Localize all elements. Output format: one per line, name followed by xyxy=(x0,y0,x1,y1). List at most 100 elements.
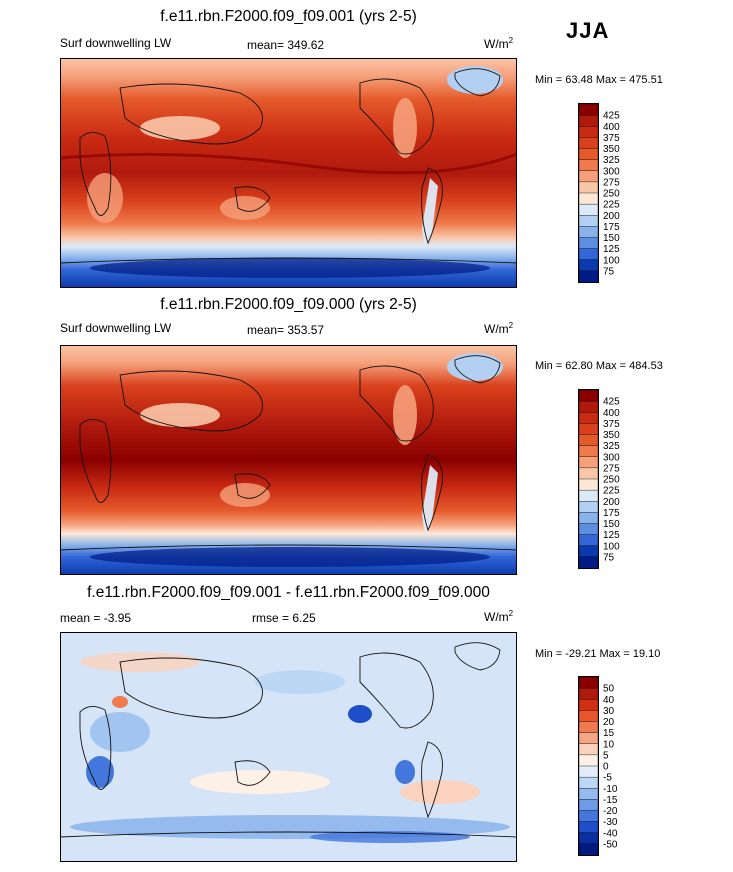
colorbar-tick-label: 275 xyxy=(603,177,620,188)
colorbar-swatch xyxy=(578,754,599,767)
colorbar-tick-label: 100 xyxy=(603,255,620,266)
colorbar-swatch xyxy=(578,259,599,272)
colorbar-swatch xyxy=(578,699,599,711)
panel-1-field xyxy=(60,58,517,288)
colorbar-tick-label: -30 xyxy=(603,817,618,828)
panel-2-field xyxy=(60,345,517,575)
panel-2-coastlines xyxy=(60,355,517,551)
colorbar-swatch xyxy=(578,170,599,183)
colorbar-tick-label: 300 xyxy=(603,452,620,463)
colorbar-tick-label: 275 xyxy=(603,463,620,474)
colorbar-tick-label: 175 xyxy=(603,222,620,233)
panel-1-title: f.e11.rbn.F2000.f09_f09.001 (yrs 2-5) xyxy=(160,8,417,25)
panel-3-colorbar-frame xyxy=(578,676,599,856)
season-label: JJA xyxy=(566,18,610,43)
colorbar-tick-label: 400 xyxy=(603,122,620,133)
colorbar-tick-label: 75 xyxy=(603,266,615,277)
panel-1-units: W/m2 xyxy=(484,36,514,51)
colorbar-tick-label: 5 xyxy=(603,750,609,761)
panel-2-map xyxy=(60,345,517,575)
panel-1-coastlines xyxy=(60,68,517,264)
colorbar-swatch xyxy=(578,765,599,778)
colorbar-tick-label: 400 xyxy=(603,408,620,419)
colorbar-swatch xyxy=(578,148,599,161)
colorbar-swatch xyxy=(578,445,599,458)
colorbar-swatch xyxy=(578,743,599,756)
colorbar-swatch xyxy=(578,248,599,261)
colorbar-swatch xyxy=(578,215,599,227)
colorbar-tick-label: 175 xyxy=(603,508,620,519)
colorbar-swatch xyxy=(578,137,599,150)
colorbar-swatch xyxy=(578,237,599,250)
colorbar-swatch xyxy=(578,203,599,216)
colorbar-swatch xyxy=(578,400,599,413)
panel-3-coastlines xyxy=(60,642,517,838)
colorbar-swatch xyxy=(578,103,599,116)
panel-1-frame xyxy=(60,58,517,288)
colorbar-swatch xyxy=(578,710,599,723)
panel-2-colorbar-frame xyxy=(578,389,599,569)
colorbar-swatch xyxy=(578,456,599,469)
panel-1-colorbar-labels: 4254003753503253002752502252001751501251… xyxy=(603,111,620,278)
colorbar-swatch xyxy=(578,832,599,845)
colorbar-tick-label: 350 xyxy=(603,144,620,155)
colorbar-tick-label: 375 xyxy=(603,133,620,144)
colorbar-tick-label: 425 xyxy=(603,397,620,408)
colorbar-swatch xyxy=(578,523,599,536)
panel-3-frame xyxy=(60,632,517,862)
panel-2-features xyxy=(90,353,503,567)
colorbar-swatch xyxy=(578,467,599,480)
colorbar-swatch xyxy=(578,676,599,689)
panel-3-units: W/m2 xyxy=(484,609,514,624)
panel-1-mean-label: mean= 349.62 xyxy=(247,38,325,52)
colorbar-swatch xyxy=(578,434,599,447)
colorbar-tick-label: -15 xyxy=(603,795,618,806)
colorbar-tick-label: 225 xyxy=(603,486,620,497)
colorbar-tick-label: 300 xyxy=(603,166,620,177)
colorbar-swatch xyxy=(578,192,599,205)
colorbar-tick-label: 15 xyxy=(603,728,615,739)
colorbar-tick-label: 0 xyxy=(603,762,609,773)
panel-2-frame xyxy=(60,345,517,575)
panel-1-features xyxy=(60,66,517,278)
colorbar-tick-label: 250 xyxy=(603,189,620,200)
colorbar-swatch xyxy=(578,114,599,127)
colorbar-swatch xyxy=(578,799,599,812)
colorbar-swatch xyxy=(578,534,599,547)
panel-2-title: f.e11.rbn.F2000.f09_f09.000 (yrs 2-5) xyxy=(160,296,417,313)
colorbar-swatch xyxy=(578,721,599,734)
panel-3-minmax: Min = -29.21 Max = 19.10 xyxy=(535,648,661,660)
colorbar-swatch xyxy=(578,181,599,194)
colorbar-tick-label: -10 xyxy=(603,784,618,795)
colorbar-tick-label: 125 xyxy=(603,530,620,541)
panel-3-rmse-label: rmse = 6.25 xyxy=(252,611,316,625)
colorbar-swatch xyxy=(578,512,599,525)
panel-3-title: f.e11.rbn.F2000.f09_f09.001 - f.e11.rbn.… xyxy=(87,584,490,601)
panel-2-mean-label: mean= 353.57 xyxy=(247,323,325,337)
panel-1-minmax: Min = 63.48 Max = 475.51 xyxy=(535,74,663,86)
colorbar-swatch xyxy=(578,843,599,856)
colorbar-swatch xyxy=(578,389,599,402)
panel-2-units: W/m2 xyxy=(484,321,514,336)
colorbar-tick-label: -20 xyxy=(603,806,618,817)
panel-1-colorbar: 4254003753503253002752502252001751501251… xyxy=(578,103,620,283)
colorbar-tick-label: 20 xyxy=(603,717,615,728)
colorbar-tick-label: -50 xyxy=(603,839,618,850)
colorbar-swatch xyxy=(578,159,599,172)
colorbar-tick-label: 10 xyxy=(603,739,615,750)
colorbar-tick-label: 150 xyxy=(603,233,620,244)
colorbar-tick-label: 50 xyxy=(603,684,615,695)
panel-2-minmax: Min = 62.80 Max = 484.53 xyxy=(535,360,663,372)
colorbar-swatch xyxy=(578,423,599,436)
panel-1-colorbar-frame xyxy=(578,103,599,283)
colorbar-swatch xyxy=(578,226,599,239)
colorbar-tick-label: 200 xyxy=(603,211,620,222)
colorbar-tick-label: 150 xyxy=(603,519,620,530)
colorbar-swatch xyxy=(578,489,599,502)
colorbar-tick-label: -40 xyxy=(603,828,618,839)
panel-3-mean-label: mean = -3.95 xyxy=(60,611,132,625)
panel-2-variable-label: Surf downwelling LW xyxy=(60,321,172,335)
colorbar-swatch xyxy=(578,776,599,789)
colorbar-swatch xyxy=(578,788,599,800)
